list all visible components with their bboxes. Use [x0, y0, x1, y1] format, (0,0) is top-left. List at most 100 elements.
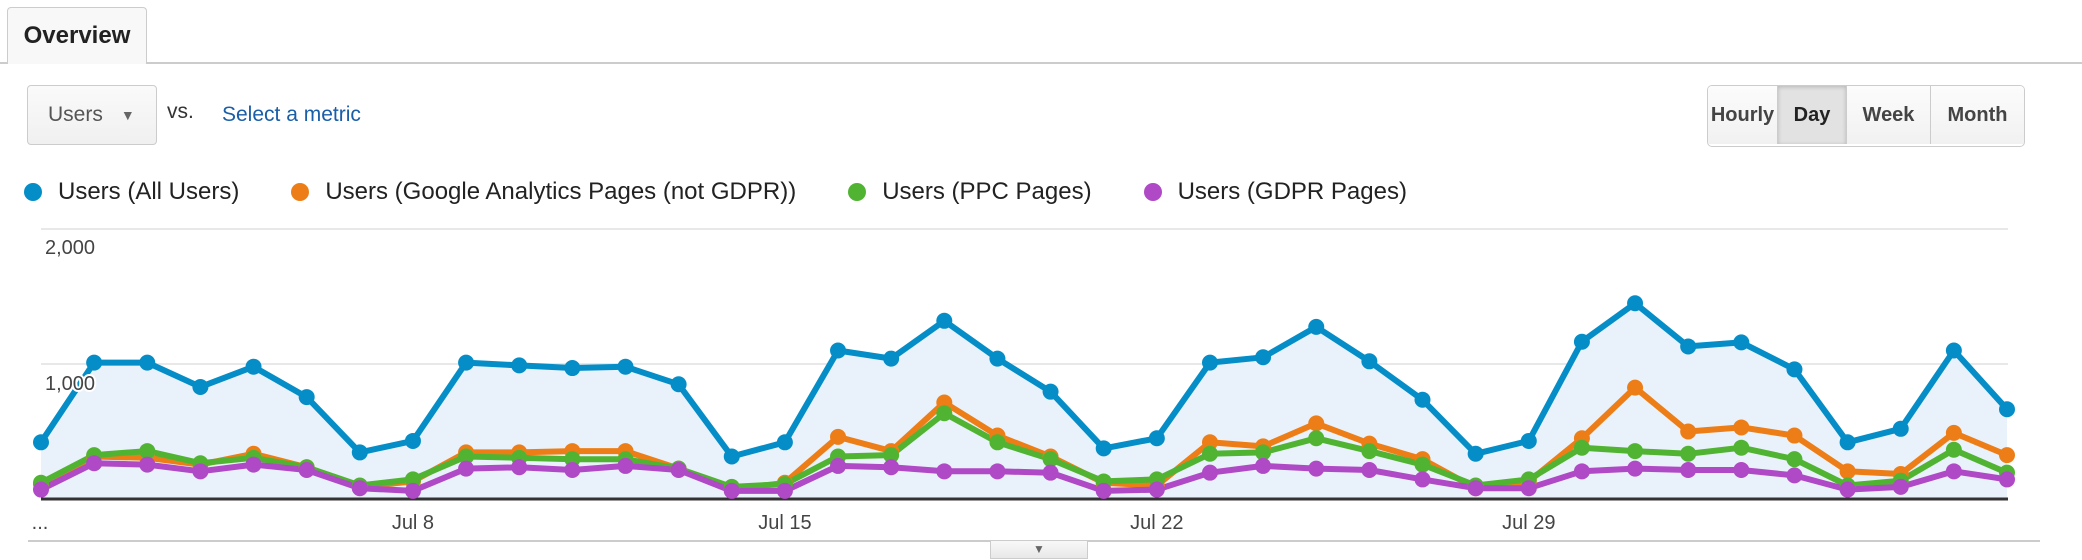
data-point[interactable]: [351, 444, 368, 461]
data-point[interactable]: [298, 389, 315, 406]
day-button[interactable]: Day: [1778, 86, 1847, 144]
data-point[interactable]: [1945, 463, 1962, 480]
data-point[interactable]: [936, 312, 953, 329]
data-point[interactable]: [723, 482, 740, 499]
data-point[interactable]: [1520, 480, 1537, 497]
data-point[interactable]: [1042, 464, 1059, 481]
data-point[interactable]: [883, 447, 900, 464]
data-point[interactable]: [1201, 464, 1218, 481]
data-point[interactable]: [511, 459, 528, 476]
data-point[interactable]: [989, 434, 1006, 451]
data-point[interactable]: [1733, 439, 1750, 456]
data-point[interactable]: [776, 434, 793, 451]
data-point[interactable]: [245, 358, 262, 375]
data-point[interactable]: [1680, 423, 1697, 440]
data-point[interactable]: [776, 482, 793, 499]
data-point[interactable]: [458, 354, 475, 371]
data-point[interactable]: [1786, 451, 1803, 468]
week-button[interactable]: Week: [1847, 86, 1931, 144]
data-point[interactable]: [1892, 478, 1909, 495]
data-point[interactable]: [1201, 445, 1218, 462]
data-point[interactable]: [1042, 383, 1059, 400]
data-point[interactable]: [1839, 481, 1856, 498]
legend-item-ppc-pages[interactable]: Users (PPC Pages): [848, 178, 1092, 206]
data-point[interactable]: [1786, 467, 1803, 484]
data-point[interactable]: [192, 463, 209, 480]
data-point[interactable]: [1361, 443, 1378, 460]
data-point[interactable]: [511, 357, 528, 374]
data-point[interactable]: [1945, 441, 1962, 458]
data-point[interactable]: [1042, 451, 1059, 468]
data-point[interactable]: [1573, 439, 1590, 456]
data-point[interactable]: [989, 463, 1006, 480]
data-point[interactable]: [1414, 471, 1431, 488]
legend-item-gdpr-pages[interactable]: Users (GDPR Pages): [1143, 178, 1407, 206]
data-point[interactable]: [617, 457, 634, 474]
data-point[interactable]: [1839, 463, 1856, 480]
data-point[interactable]: [617, 358, 634, 375]
data-point[interactable]: [1786, 361, 1803, 378]
data-point[interactable]: [670, 376, 687, 393]
data-point[interactable]: [936, 405, 953, 422]
data-point[interactable]: [351, 480, 368, 497]
data-point[interactable]: [1680, 338, 1697, 355]
data-point[interactable]: [139, 456, 156, 473]
data-point[interactable]: [404, 432, 421, 449]
data-point[interactable]: [564, 461, 581, 478]
data-point[interactable]: [1148, 481, 1165, 498]
data-point[interactable]: [883, 459, 900, 476]
data-point[interactable]: [830, 342, 847, 359]
tab-overview[interactable]: Overview: [7, 7, 147, 63]
data-point[interactable]: [1786, 427, 1803, 444]
data-point[interactable]: [1520, 432, 1537, 449]
data-point[interactable]: [1733, 419, 1750, 436]
data-point[interactable]: [1892, 420, 1909, 437]
data-point[interactable]: [1095, 482, 1112, 499]
data-point[interactable]: [404, 471, 421, 488]
data-point[interactable]: [1945, 342, 1962, 359]
data-point[interactable]: [1839, 434, 1856, 451]
data-point[interactable]: [1680, 461, 1697, 478]
data-point[interactable]: [1627, 460, 1644, 477]
data-point[interactable]: [1361, 353, 1378, 370]
data-point[interactable]: [192, 378, 209, 395]
data-point[interactable]: [989, 350, 1006, 367]
data-point[interactable]: [1308, 318, 1325, 335]
data-point[interactable]: [830, 457, 847, 474]
data-point[interactable]: [1414, 391, 1431, 408]
data-point[interactable]: [1308, 460, 1325, 477]
data-point[interactable]: [1201, 434, 1218, 451]
data-point[interactable]: [936, 463, 953, 480]
data-point[interactable]: [1999, 471, 2015, 488]
data-point[interactable]: [458, 460, 475, 477]
data-point[interactable]: [1201, 354, 1218, 371]
data-point[interactable]: [33, 434, 49, 451]
legend-item-all-users[interactable]: Users (All Users): [24, 178, 239, 206]
select-metric-link[interactable]: Select a metric: [222, 103, 361, 126]
data-point[interactable]: [1627, 379, 1644, 396]
metric-dropdown[interactable]: Users ▼: [27, 85, 157, 145]
legend-item-ga-pages[interactable]: Users (Google Analytics Pages (not GDPR)…: [291, 178, 796, 206]
data-point[interactable]: [1467, 445, 1484, 462]
data-point[interactable]: [1733, 461, 1750, 478]
month-button[interactable]: Month: [1931, 86, 2024, 144]
data-point[interactable]: [86, 354, 103, 371]
data-point[interactable]: [670, 461, 687, 478]
data-point[interactable]: [1945, 424, 1962, 441]
collapse-chart-button[interactable]: ▼: [990, 541, 1088, 559]
data-point[interactable]: [458, 448, 475, 465]
data-point[interactable]: [298, 461, 315, 478]
data-point[interactable]: [139, 354, 156, 371]
data-point[interactable]: [1999, 447, 2015, 464]
data-point[interactable]: [883, 350, 900, 367]
data-point[interactable]: [1308, 415, 1325, 432]
data-point[interactable]: [1733, 334, 1750, 351]
data-point[interactable]: [33, 481, 49, 498]
data-point[interactable]: [1255, 444, 1272, 461]
data-point[interactable]: [404, 482, 421, 499]
data-point[interactable]: [830, 428, 847, 445]
data-point[interactable]: [1414, 456, 1431, 473]
data-point[interactable]: [1361, 461, 1378, 478]
data-point[interactable]: [1255, 457, 1272, 474]
hourly-button[interactable]: Hourly: [1708, 86, 1778, 144]
